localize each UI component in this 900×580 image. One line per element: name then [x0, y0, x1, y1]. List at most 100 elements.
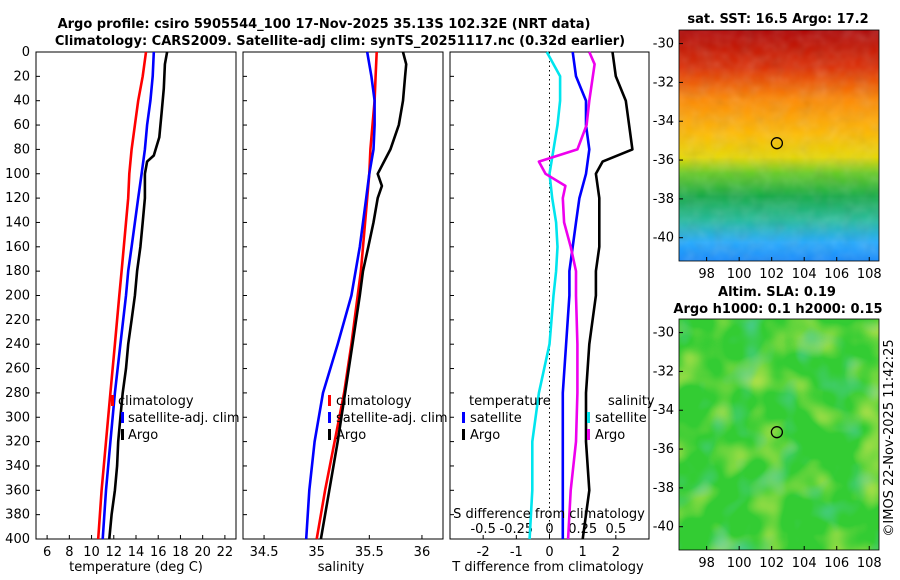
figure-title-line1: Argo profile: csiro 5905544_100 17-Nov-2…: [58, 17, 591, 32]
y-tick-label: 120: [5, 191, 30, 206]
y-tick-label: 180: [5, 264, 30, 279]
x-tick-label: 18: [172, 545, 189, 560]
legend-label-sal-satellite: satellite: [595, 411, 647, 426]
sst-texture: [679, 30, 879, 261]
y-tick-label: 100: [5, 167, 30, 182]
legend-swatch-satellite: [121, 412, 124, 423]
legend-label-climatology: climatology: [118, 394, 194, 409]
x-tick-label: 8: [65, 545, 73, 560]
series-temperature-satellite: [561, 51, 591, 539]
series-satellite-adj-clim: [304, 51, 376, 540]
salinity-plot: 34.5 35 35.5 36: [243, 51, 430, 560]
map-x-tick-label: 98: [698, 556, 715, 571]
map-y-tick-label: -30: [653, 326, 674, 341]
x-tick-label: 1: [579, 545, 587, 560]
sla-frame: [678, 318, 880, 551]
series-argo: [319, 51, 408, 540]
y-tick-label: 340: [5, 459, 30, 474]
map-y-tick-label: -32: [653, 75, 674, 90]
x2-tick-label: 0: [545, 522, 553, 537]
x2-tick-label: -0.25: [500, 522, 534, 537]
sst-frame: [678, 29, 880, 262]
legend-label-argo: Argo: [128, 428, 158, 443]
map-y-tick-label: -36: [653, 153, 674, 168]
x2-tick-label: 0.5: [605, 522, 626, 537]
x-tick-label: 35: [308, 545, 325, 560]
map-y-tick-label: -38: [653, 481, 674, 496]
legend-title-temperature: temperature: [469, 394, 551, 409]
series-salinity-satellite: [528, 51, 562, 540]
map-y-tick-label: -38: [653, 192, 674, 207]
legend-label-satellite: satellite-adj. clim: [336, 411, 448, 426]
legend-label-temp-satellite: satellite: [470, 411, 522, 426]
figure-title-line2: Climatology: CARS2009. Satellite-adj cli…: [55, 34, 625, 49]
x2-tick-label: 0.25: [568, 522, 597, 537]
y-tick-label: 60: [13, 118, 30, 133]
sst-map: [678, 29, 880, 262]
legend-swatch-satellite: [328, 412, 331, 423]
legend-label-temp-argo: Argo: [470, 428, 500, 443]
x-tick-label: 22: [217, 545, 234, 560]
legend-title-salinity: salinity: [608, 394, 655, 409]
sla-map-title-line2: Argo h1000: 0.1 h2000: 0.15: [673, 302, 882, 317]
watermark: ©IMOS 22-Nov-2025 11:42:25: [882, 339, 897, 536]
temperature-legend: climatology satellite-adj. clim Argo: [111, 394, 240, 443]
map-y-tick-label: -40: [653, 231, 674, 246]
map-x-tick-label: 102: [759, 267, 784, 282]
x-tick-label: 20: [194, 545, 211, 560]
map-x-tick-label: 106: [824, 267, 849, 282]
y-tick-label: 20: [13, 69, 30, 84]
difference-legend-temperature: temperature satellite Argo: [462, 394, 551, 443]
y-tick-label: 280: [5, 386, 30, 401]
y-tick-label: 240: [5, 337, 30, 352]
difference-legend-salinity: salinity satellite Argo: [587, 394, 655, 443]
x-tick-label: 34.5: [250, 545, 279, 560]
y-tick-label: 200: [5, 289, 30, 304]
series-temperature-argo: [581, 51, 634, 540]
legend-swatch-climatology: [111, 395, 114, 406]
sla-map-title-line1: Altim. SLA: 0.19: [718, 285, 836, 300]
map-x-tick-label: 100: [727, 267, 752, 282]
map-x-tick-label: 98: [698, 267, 715, 282]
x-tick-label: 35.5: [355, 545, 384, 560]
sla-lows: [679, 319, 879, 550]
sla-axes: 98 100 102 104 106 108 -30 -32 -34 -36 -38 -40: [653, 326, 882, 571]
argo-location-marker: [770, 137, 784, 150]
sst-map-title: sat. SST: 16.5 Argo: 17.2: [687, 12, 868, 27]
y-tick-label: 140: [5, 215, 30, 230]
y-tick-label: 0: [22, 45, 30, 60]
x-tick-label: 0: [545, 545, 553, 560]
series-salinity-argo: [537, 51, 596, 540]
y-tick-label: 260: [5, 362, 30, 377]
s-difference-xlabel: S difference from climatology: [453, 507, 645, 522]
map-y-tick-label: -34: [653, 114, 674, 129]
legend-swatch-temp-argo: [462, 429, 465, 440]
series-climatology: [96, 51, 148, 540]
legend-swatch-sal-argo: [587, 429, 590, 440]
y-tick-label: 160: [5, 240, 30, 255]
x-tick-label: 12: [106, 545, 123, 560]
x-tick-label: -2: [477, 545, 490, 560]
t-difference-xlabel: T difference from climatology: [451, 560, 644, 575]
legend-label-argo: Argo: [336, 428, 366, 443]
y-tick-label: 40: [13, 94, 30, 109]
salinity-legend: climatology satellite-adj. clim Argo: [328, 394, 448, 443]
map-x-tick-label: 104: [792, 556, 817, 571]
map-y-tick-label: -34: [653, 403, 674, 418]
x-tick-label: -1: [510, 545, 523, 560]
y-tick-label: 80: [13, 142, 30, 157]
sst-axes: 98 100 102 104 106 108 -30 -32 -34 -36 -38 -40: [653, 37, 882, 282]
map-x-tick-label: 108: [857, 556, 882, 571]
legend-swatch-argo: [328, 429, 331, 440]
temperature-plot: 0 20 40 60 80 100 120 140 160 180 200 220 240 260 280 3…: [5, 45, 233, 560]
x-tick-label: 14: [128, 545, 145, 560]
map-x-tick-label: 106: [824, 556, 849, 571]
series-satellite-adj-clim: [101, 51, 156, 540]
salinity-xlabel: salinity: [318, 560, 365, 575]
difference-plot: -2 -1 0 1 2 -0.5 -0.25 0 0.25 0.5: [450, 51, 634, 560]
map-x-tick-label: 108: [857, 267, 882, 282]
map-x-tick-label: 102: [759, 556, 784, 571]
y-tick-label: 400: [5, 532, 30, 547]
legend-swatch-climatology: [328, 395, 331, 406]
